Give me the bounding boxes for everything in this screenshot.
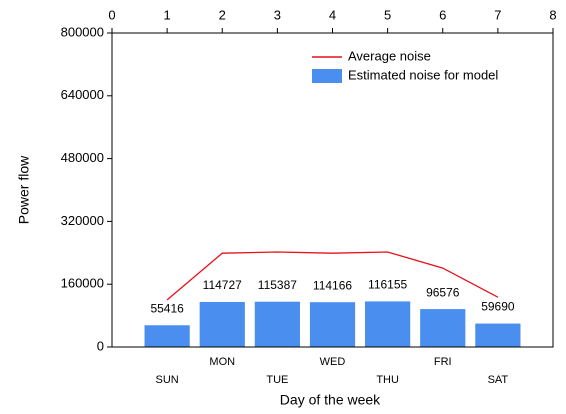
data-label: 116155: [368, 278, 407, 292]
x-tick-label: 3: [274, 7, 281, 22]
bar: [475, 323, 521, 347]
data-label: 59690: [481, 300, 515, 314]
bar: [365, 301, 411, 347]
category-label: WED: [320, 356, 346, 368]
category-label: THU: [376, 374, 399, 386]
y-tick-label: 800000: [61, 24, 104, 39]
y-axis-label: Power flow: [16, 155, 32, 224]
data-label: 115387: [258, 278, 297, 292]
legend-label: Estimated noise for model: [348, 67, 498, 82]
bar: [309, 302, 356, 347]
x-tick-label: 0: [108, 7, 115, 22]
x-tick-label: 2: [219, 7, 226, 22]
bar: [254, 301, 300, 347]
category-label: TUE: [266, 374, 288, 386]
data-label: 96576: [426, 285, 460, 299]
category-label: MON: [209, 356, 235, 368]
y-tick-label: 320000: [61, 213, 104, 228]
x-tick-label: 6: [439, 7, 446, 22]
bar: [199, 301, 245, 347]
legend-swatch: [312, 69, 342, 83]
y-tick-label: 0: [97, 338, 104, 353]
category-label: SAT: [488, 374, 509, 386]
y-tick-label: 640000: [61, 87, 104, 102]
y-tick-label: 480000: [61, 150, 104, 165]
x-tick-label: 4: [329, 7, 336, 22]
line: [166, 251, 499, 301]
y-tick-label: 160000: [61, 276, 104, 291]
category-label: FRI: [434, 356, 452, 368]
category-label: SUN: [156, 374, 179, 386]
legend-label: Average noise: [348, 48, 431, 63]
x-tick-label: 5: [384, 7, 391, 22]
x-axis-label: Day of the week: [280, 392, 381, 408]
data-label: 114727: [203, 278, 242, 292]
x-tick-label: 1: [164, 7, 171, 22]
bar: [144, 325, 190, 347]
x-tick-label: 8: [549, 7, 556, 22]
bar: [420, 309, 466, 347]
data-label: 55416: [150, 301, 184, 315]
data-label: 114166: [313, 278, 352, 292]
x-tick-label: 7: [494, 7, 501, 22]
